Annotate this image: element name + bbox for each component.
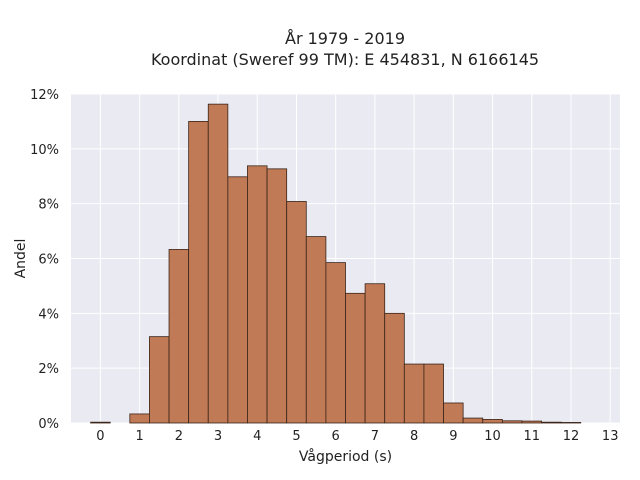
histogram-bar bbox=[462, 417, 484, 424]
histogram-bar bbox=[129, 413, 150, 424]
histogram-bar bbox=[501, 420, 523, 424]
y-tick-label: 4% bbox=[38, 307, 59, 322]
histogram-bar bbox=[541, 421, 562, 424]
x-tick-label: 10 bbox=[484, 429, 501, 444]
x-tick-label: 1 bbox=[135, 429, 143, 444]
histogram-bar bbox=[345, 292, 366, 424]
x-tick-label: 9 bbox=[449, 429, 457, 444]
histogram-bar bbox=[286, 201, 307, 424]
histogram-bar bbox=[90, 421, 111, 424]
x-tick-label: 8 bbox=[410, 429, 418, 444]
histogram-bar bbox=[403, 363, 425, 424]
chart-title-line-2: Koordinat (Sweref 99 TM): E 454831, N 61… bbox=[150, 50, 540, 69]
x-tick-label: 5 bbox=[292, 429, 300, 444]
chart-title-line-1: År 1979 - 2019 bbox=[285, 29, 405, 48]
x-tick-label: 4 bbox=[253, 429, 261, 444]
histogram-bar bbox=[423, 363, 444, 424]
x-tick-label: 7 bbox=[371, 429, 379, 444]
y-axis-ticks: 0% 2% 4% 6% 8% 10% 12% bbox=[30, 88, 59, 432]
x-axis-label: Vågperiod (s) bbox=[299, 448, 392, 465]
histogram-bar bbox=[325, 262, 346, 424]
y-tick-label: 6% bbox=[38, 253, 59, 268]
y-axis-label: Andel bbox=[13, 239, 29, 279]
histogram-bar bbox=[227, 176, 248, 424]
y-tick-label: 8% bbox=[38, 198, 59, 213]
x-tick-label: 2 bbox=[175, 429, 183, 444]
y-tick-label: 0% bbox=[38, 417, 59, 432]
histogram-bar bbox=[560, 422, 582, 424]
histogram-bar bbox=[266, 168, 288, 424]
x-tick-label: 3 bbox=[214, 429, 222, 444]
histogram-bar bbox=[443, 402, 464, 424]
chart-title: År 1979 - 2019 Koordinat (Sweref 99 TM):… bbox=[0, 28, 640, 70]
bars bbox=[90, 103, 582, 424]
histogram-bar bbox=[207, 103, 229, 424]
x-tick-label: 11 bbox=[523, 429, 540, 444]
y-tick-label: 2% bbox=[38, 362, 59, 377]
histogram-bar bbox=[364, 283, 386, 424]
histogram-bar bbox=[384, 312, 405, 424]
histogram-bar bbox=[168, 249, 190, 424]
histogram-bar bbox=[188, 121, 209, 424]
y-tick-label: 10% bbox=[30, 143, 59, 158]
x-tick-label: 13 bbox=[602, 429, 619, 444]
histogram-bar bbox=[247, 165, 268, 424]
x-axis-ticks: 0 1 2 3 4 5 6 7 8 9 10 11 12 13 bbox=[96, 429, 618, 444]
histogram-bar bbox=[305, 236, 327, 424]
x-tick-label: 12 bbox=[563, 429, 580, 444]
histogram-bar bbox=[149, 336, 170, 424]
histogram-bar bbox=[482, 419, 503, 424]
histogram-bar bbox=[521, 420, 542, 424]
x-tick-label: 6 bbox=[332, 429, 340, 444]
x-tick-label: 0 bbox=[96, 429, 104, 444]
y-tick-label: 12% bbox=[30, 88, 59, 103]
